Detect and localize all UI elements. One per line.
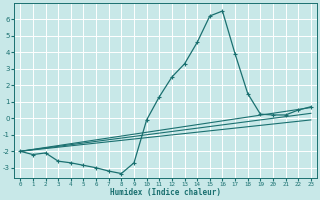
X-axis label: Humidex (Indice chaleur): Humidex (Indice chaleur) (110, 188, 221, 197)
